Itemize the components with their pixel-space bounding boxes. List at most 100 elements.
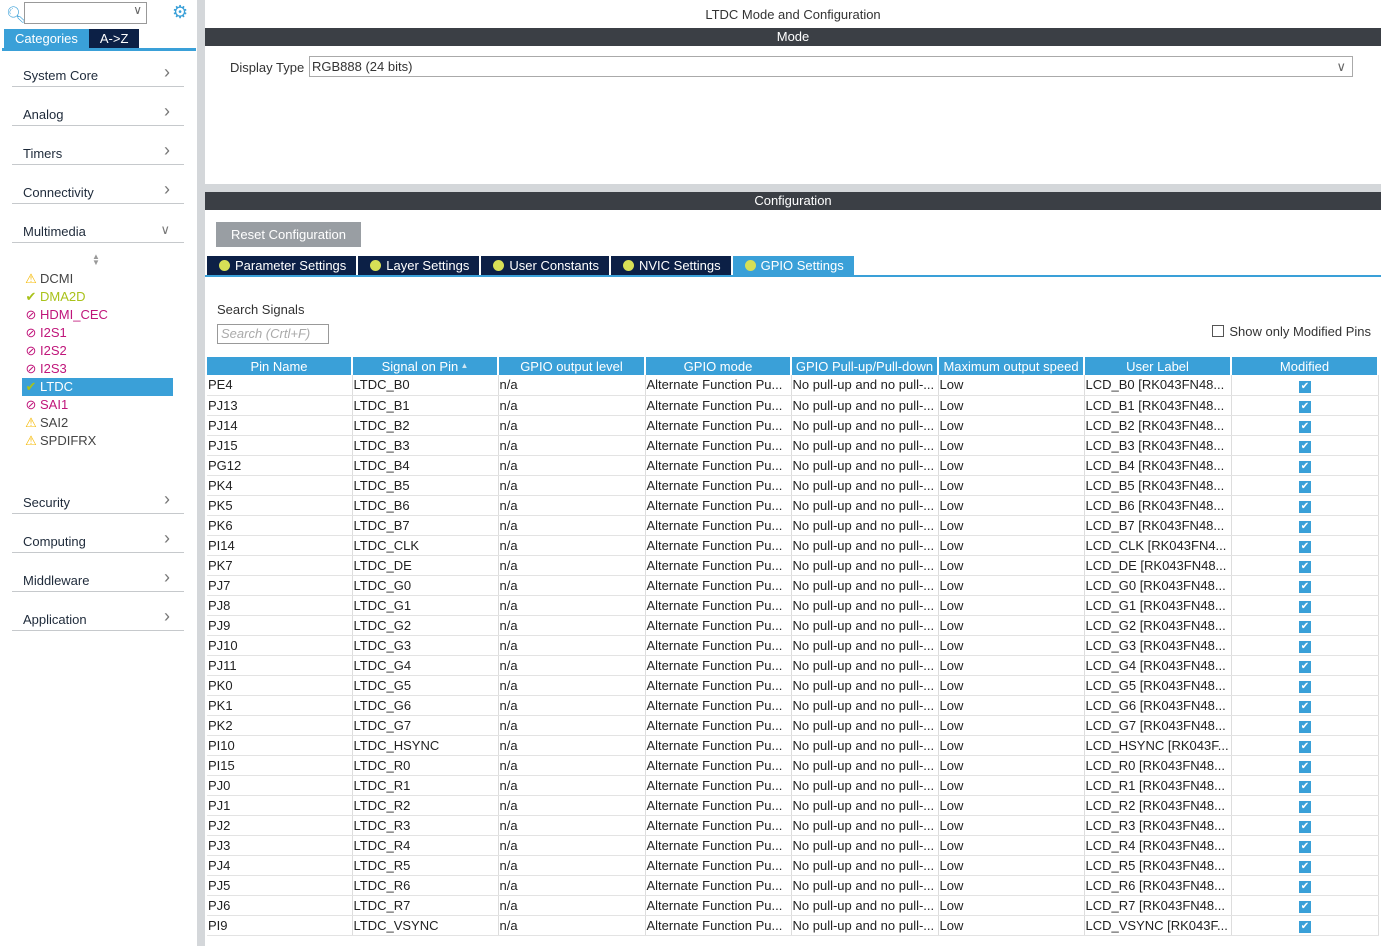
column-header-maximum-output-speed[interactable]: Maximum output speed xyxy=(938,357,1085,375)
column-header-user-label[interactable]: User Label xyxy=(1084,357,1232,375)
sidebar-item-sai1[interactable]: ⊘ SAI1 xyxy=(22,396,173,414)
modified-checkbox[interactable]: ✔ xyxy=(1299,921,1311,933)
table-row[interactable]: PI9 LTDC_VSYNC n/a Alternate Function Pu...… xyxy=(207,915,1379,936)
modified-checkbox[interactable]: ✔ xyxy=(1299,701,1311,713)
sidebar-scrollbar[interactable] xyxy=(197,0,205,946)
category-system-core[interactable]: System Core › xyxy=(12,62,184,87)
sidebar-item-i2s3[interactable]: ⊘ I2S3 xyxy=(22,360,173,378)
modified-checkbox[interactable]: ✔ xyxy=(1299,401,1311,413)
modified-checkbox[interactable]: ✔ xyxy=(1299,861,1311,873)
sidebar-item-spdifrx[interactable]: ⚠ SPDIFRX xyxy=(22,432,173,450)
category-middleware[interactable]: Middleware › xyxy=(12,567,184,592)
table-row[interactable]: PK4 LTDC_B5 n/a Alternate Function Pu... No … xyxy=(207,475,1379,496)
tab-categories[interactable]: Categories xyxy=(4,29,89,49)
table-row[interactable]: PJ8 LTDC_G1 n/a Alternate Function Pu... No … xyxy=(207,595,1379,616)
search-signals-input[interactable]: Search (Crtl+F) xyxy=(217,324,329,344)
category-timers[interactable]: Timers › xyxy=(12,140,184,165)
search-combo[interactable] xyxy=(24,2,147,24)
modified-checkbox[interactable]: ✔ xyxy=(1299,380,1311,393)
modified-checkbox[interactable]: ✔ xyxy=(1299,621,1311,633)
table-row[interactable]: PJ3 LTDC_R4 n/a Alternate Function Pu... No … xyxy=(207,835,1379,856)
modified-checkbox[interactable]: ✔ xyxy=(1299,761,1311,773)
table-row[interactable]: PJ13 LTDC_B1 n/a Alternate Function Pu... No… xyxy=(207,395,1379,416)
modified-checkbox[interactable]: ✔ xyxy=(1299,661,1311,673)
modified-checkbox[interactable]: ✔ xyxy=(1299,581,1311,593)
category-connectivity[interactable]: Connectivity › xyxy=(12,179,184,204)
modified-checkbox[interactable]: ✔ xyxy=(1299,541,1311,553)
sidebar-item-dma2d[interactable]: ✔ DMA2D xyxy=(22,288,173,306)
show-only-modified-checkbox[interactable]: Show only Modified Pins xyxy=(1212,324,1371,339)
modified-checkbox[interactable]: ✔ xyxy=(1299,901,1311,913)
column-header-gpio-pull-up-pull-down[interactable]: GPIO Pull-up/Pull-down xyxy=(791,357,939,375)
table-row[interactable]: PK1 LTDC_G6 n/a Alternate Function Pu... No … xyxy=(207,695,1379,716)
splitter[interactable] xyxy=(205,184,1381,192)
modified-checkbox[interactable]: ✔ xyxy=(1299,521,1311,533)
table-row[interactable]: PI15 LTDC_R0 n/a Alternate Function Pu... No… xyxy=(207,755,1379,776)
modified-checkbox[interactable]: ✔ xyxy=(1299,821,1311,833)
table-row[interactable]: PK5 LTDC_B6 n/a Alternate Function Pu... No … xyxy=(207,495,1379,516)
column-header-pin-name[interactable]: Pin Name xyxy=(207,357,353,375)
sidebar-item-i2s1[interactable]: ⊘ I2S1 xyxy=(22,324,173,342)
table-row[interactable]: PK7 LTDC_DE n/a Alternate Function Pu... No … xyxy=(207,555,1379,576)
table-row[interactable]: PK2 LTDC_G7 n/a Alternate Function Pu... No … xyxy=(207,715,1379,736)
modified-checkbox[interactable]: ✔ xyxy=(1299,481,1311,493)
table-row[interactable]: PI14 LTDC_CLK n/a Alternate Function Pu... N… xyxy=(207,535,1379,556)
tab-nvic-settings[interactable]: NVIC Settings xyxy=(610,256,731,276)
tab-gpio-settings[interactable]: GPIO Settings xyxy=(732,256,854,276)
sidebar-item-i2s2[interactable]: ⊘ I2S2 xyxy=(22,342,173,360)
category-computing[interactable]: Computing › xyxy=(12,528,184,553)
modified-checkbox[interactable]: ✔ xyxy=(1299,801,1311,813)
modified-checkbox[interactable]: ✔ xyxy=(1299,881,1311,893)
category-security[interactable]: Security › xyxy=(12,489,184,514)
sidebar-item-hdmi_cec[interactable]: ⊘ HDMI_CEC xyxy=(22,306,173,324)
table-row[interactable]: PG12 LTDC_B4 n/a Alternate Function Pu... No… xyxy=(207,455,1379,476)
sidebar-item-sai2[interactable]: ⚠ SAI2 xyxy=(22,414,173,432)
tab-parameter-settings[interactable]: Parameter Settings xyxy=(207,256,357,276)
modified-checkbox[interactable]: ✔ xyxy=(1299,841,1311,853)
category-analog[interactable]: Analog › xyxy=(12,101,184,126)
search-icon[interactable]: 🔍︎ xyxy=(6,7,27,24)
table-row[interactable]: PE4 LTDC_B0 n/a Alternate Function Pu... No … xyxy=(207,375,1379,396)
table-row[interactable]: PJ7 LTDC_G0 n/a Alternate Function Pu... No … xyxy=(207,575,1379,596)
table-row[interactable]: PJ4 LTDC_R5 n/a Alternate Function Pu... No … xyxy=(207,855,1379,876)
table-row[interactable]: PJ1 LTDC_R2 n/a Alternate Function Pu... No … xyxy=(207,795,1379,816)
gear-icon[interactable]: ⚙ xyxy=(172,2,189,22)
modified-checkbox[interactable]: ✔ xyxy=(1299,561,1311,573)
tab-user-constants[interactable]: User Constants xyxy=(481,256,609,276)
column-header-gpio-mode[interactable]: GPIO mode xyxy=(645,357,792,375)
table-row[interactable]: PJ0 LTDC_R1 n/a Alternate Function Pu... No … xyxy=(207,775,1379,796)
table-row[interactable]: PJ6 LTDC_R7 n/a Alternate Function Pu... No … xyxy=(207,895,1379,916)
modified-checkbox[interactable]: ✔ xyxy=(1299,721,1311,733)
category-application[interactable]: Application › xyxy=(12,606,184,631)
modified-checkbox[interactable]: ✔ xyxy=(1299,781,1311,793)
table-row[interactable]: PJ14 LTDC_B2 n/a Alternate Function Pu... No… xyxy=(207,415,1379,436)
table-row[interactable]: PK0 LTDC_G5 n/a Alternate Function Pu... No … xyxy=(207,675,1379,696)
sidebar-item-dcmi[interactable]: ⚠ DCMI xyxy=(22,270,173,288)
table-row[interactable]: PK6 LTDC_B7 n/a Alternate Function Pu... No … xyxy=(207,515,1379,536)
tab-a-z[interactable]: A->Z xyxy=(88,29,140,49)
table-row[interactable]: PJ5 LTDC_R6 n/a Alternate Function Pu... No … xyxy=(207,875,1379,896)
sort-icon[interactable]: ▲ ▼ xyxy=(92,252,100,267)
modified-checkbox[interactable]: ✔ xyxy=(1299,501,1311,513)
table-row[interactable]: PJ11 LTDC_G4 n/a Alternate Function Pu... No… xyxy=(207,655,1379,676)
category-multimedia[interactable]: Multimedia ∨ xyxy=(12,218,184,243)
table-row[interactable]: PJ10 LTDC_G3 n/a Alternate Function Pu... No… xyxy=(207,635,1379,656)
chevron-down-icon[interactable]: ∨ xyxy=(133,3,142,17)
sidebar-item-ltdc[interactable]: ✔ LTDC xyxy=(22,378,173,396)
modified-checkbox[interactable]: ✔ xyxy=(1299,461,1311,473)
table-row[interactable]: PJ9 LTDC_G2 n/a Alternate Function Pu... No … xyxy=(207,615,1379,636)
modified-checkbox[interactable]: ✔ xyxy=(1299,421,1311,433)
modified-checkbox[interactable]: ✔ xyxy=(1299,681,1311,693)
reset-configuration-button[interactable]: Reset Configuration xyxy=(216,222,361,247)
table-row[interactable]: PJ15 LTDC_B3 n/a Alternate Function Pu... No… xyxy=(207,435,1379,456)
column-header-gpio-output-level[interactable]: GPIO output level xyxy=(498,357,646,375)
column-header-modified[interactable]: Modified xyxy=(1231,357,1379,375)
checkbox-icon[interactable] xyxy=(1212,325,1225,337)
column-header-signal-on-pin[interactable]: Signal on Pin ▲ xyxy=(352,357,499,375)
tab-layer-settings[interactable]: Layer Settings xyxy=(358,256,480,276)
table-row[interactable]: PI10 LTDC_HSYNC n/a Alternate Function Pu..… xyxy=(207,735,1379,756)
modified-checkbox[interactable]: ✔ xyxy=(1299,641,1311,653)
modified-checkbox[interactable]: ✔ xyxy=(1299,441,1311,453)
modified-checkbox[interactable]: ✔ xyxy=(1299,741,1311,753)
table-row[interactable]: PJ2 LTDC_R3 n/a Alternate Function Pu... No … xyxy=(207,815,1379,836)
